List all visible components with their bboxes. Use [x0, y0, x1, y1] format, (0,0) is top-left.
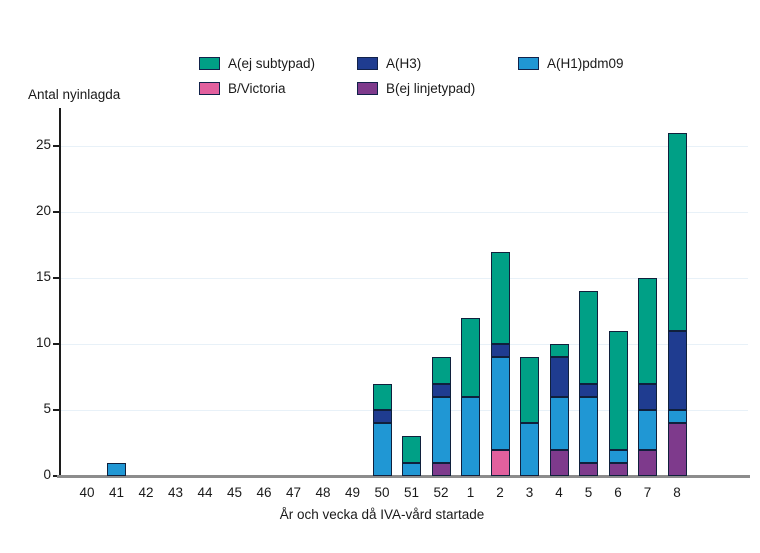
- x-tick-label: 43: [167, 485, 184, 500]
- x-tick-label: 44: [197, 485, 213, 500]
- x-tick-label: 49: [344, 485, 361, 500]
- x-tick-label: 41: [108, 485, 125, 500]
- bar-segment-a-h1-pdm09-week-51: [402, 462, 421, 476]
- gridline: [61, 343, 748, 345]
- bar-segment-a-h3--week-4: [549, 357, 569, 397]
- x-tick-label: 8: [673, 485, 681, 500]
- legend-swatch-a-ej-subtypad-: [199, 57, 220, 70]
- y-axis-tick: [53, 343, 60, 345]
- bar-segment-a-h1-pdm09-week-52: [431, 396, 451, 463]
- gridline: [61, 211, 748, 213]
- x-tick-label: 40: [79, 485, 95, 500]
- bar-segment-b-victoria-week-2: [490, 449, 510, 476]
- x-tick-label: 47: [285, 485, 302, 500]
- legend-label: A(ej subtypad): [228, 56, 316, 71]
- x-tick-label: 1: [466, 485, 475, 500]
- x-axis-line: [57, 475, 750, 478]
- x-tick-label: 2: [496, 485, 504, 500]
- y-axis-tick: [53, 277, 60, 279]
- legend-label: A(H1)pdm09: [547, 56, 624, 71]
- bar-segment-a-h1-pdm09-week-41: [107, 462, 126, 476]
- x-tick-label: 50: [374, 485, 390, 500]
- bar-segment-a-ej-subtypad--week-51: [402, 436, 421, 463]
- bar-segment-b-ej-linjetypad--week-8: [667, 423, 687, 476]
- legend-label: B/Victoria: [228, 81, 286, 96]
- bar-segment-a-h1-pdm09-week-6: [608, 449, 628, 463]
- y-tick-label: 0: [43, 467, 51, 482]
- bar-segment-a-ej-subtypad--week-7: [638, 278, 657, 384]
- y-axis-tick: [53, 145, 60, 147]
- bar-segment-a-h3--week-8: [667, 330, 687, 410]
- bar-segment-a-ej-subtypad--week-50: [372, 383, 392, 410]
- bar-segment-a-h1-pdm09-week-2: [490, 357, 510, 450]
- bar-segment-a-ej-subtypad--week-1: [461, 317, 480, 397]
- y-tick-label: 10: [35, 335, 51, 350]
- y-axis-line: [59, 108, 61, 478]
- bar-segment-b-ej-linjetypad--week-4: [549, 449, 569, 476]
- bar-segment-a-ej-subtypad--week-8: [667, 132, 687, 331]
- x-tick-label: 46: [256, 485, 272, 500]
- y-tick-label: 15: [35, 269, 51, 284]
- x-tick-label: 7: [643, 485, 652, 500]
- gridline: [61, 409, 748, 411]
- bar-segment-b-ej-linjetypad--week-6: [608, 462, 628, 476]
- bar-segment-a-h1-pdm09-week-7: [638, 410, 657, 450]
- x-tick-label: 51: [403, 485, 420, 500]
- x-tick-label: 42: [138, 485, 154, 500]
- x-tick-label: 52: [433, 485, 449, 500]
- bar-segment-a-ej-subtypad--week-5: [579, 291, 598, 384]
- x-tick-label: 3: [525, 485, 534, 500]
- x-tick-label: 6: [614, 485, 622, 500]
- bar-segment-b-ej-linjetypad--week-7: [638, 449, 657, 476]
- y-tick-label: 20: [35, 203, 51, 218]
- bar-segment-a-h1-pdm09-week-3: [520, 423, 539, 476]
- y-axis-tick: [53, 475, 60, 477]
- x-tick-label: 48: [315, 485, 331, 500]
- bar-segment-a-ej-subtypad--week-3: [520, 357, 539, 424]
- y-tick-label: 5: [43, 401, 51, 416]
- gridline: [61, 145, 748, 147]
- legend-swatch-a-h3-: [357, 57, 378, 70]
- bar-segment-a-ej-subtypad--week-2: [490, 251, 510, 344]
- legend-label: B(ej linjetypad): [386, 81, 476, 96]
- bar-segment-b-ej-linjetypad--week-5: [579, 462, 598, 476]
- bar-segment-a-ej-subtypad--week-4: [549, 344, 569, 358]
- x-tick-label: 45: [226, 485, 243, 500]
- x-axis-title: År och vecka då IVA-vård startade: [279, 507, 485, 522]
- legend-label: A(H3): [386, 56, 422, 71]
- y-axis-tick: [53, 409, 60, 411]
- bar-segment-a-h3--week-50: [372, 410, 392, 424]
- bar-segment-b-ej-linjetypad--week-52: [431, 462, 451, 476]
- y-axis-title: Antal nyinlagda: [28, 87, 121, 102]
- bar-segment-a-h3--week-7: [638, 383, 657, 410]
- bar-segment-a-h1-pdm09-week-50: [372, 423, 392, 476]
- x-tick-label: 4: [555, 485, 563, 500]
- x-tick-label: 5: [584, 485, 593, 500]
- bar-segment-a-h1-pdm09-week-4: [549, 396, 569, 450]
- legend-swatch-b-victoria: [199, 82, 220, 95]
- bar-segment-a-h3--week-52: [431, 383, 451, 397]
- bar-segment-a-ej-subtypad--week-52: [431, 357, 451, 384]
- bar-segment-a-h1-pdm09-week-5: [579, 396, 598, 463]
- legend-swatch-b-ej-linjetypad-: [357, 82, 378, 95]
- bar-segment-a-h1-pdm09-week-1: [461, 396, 480, 476]
- bar-segment-a-h3--week-2: [490, 344, 510, 358]
- gridline: [61, 277, 748, 279]
- y-axis-tick: [53, 211, 60, 213]
- legend-swatch-a-h1-pdm09: [518, 57, 539, 70]
- bar-segment-a-h1-pdm09-week-8: [667, 410, 687, 424]
- bar-segment-a-h3--week-5: [579, 383, 598, 397]
- y-tick-label: 25: [35, 137, 51, 152]
- bar-segment-a-ej-subtypad--week-6: [608, 330, 628, 450]
